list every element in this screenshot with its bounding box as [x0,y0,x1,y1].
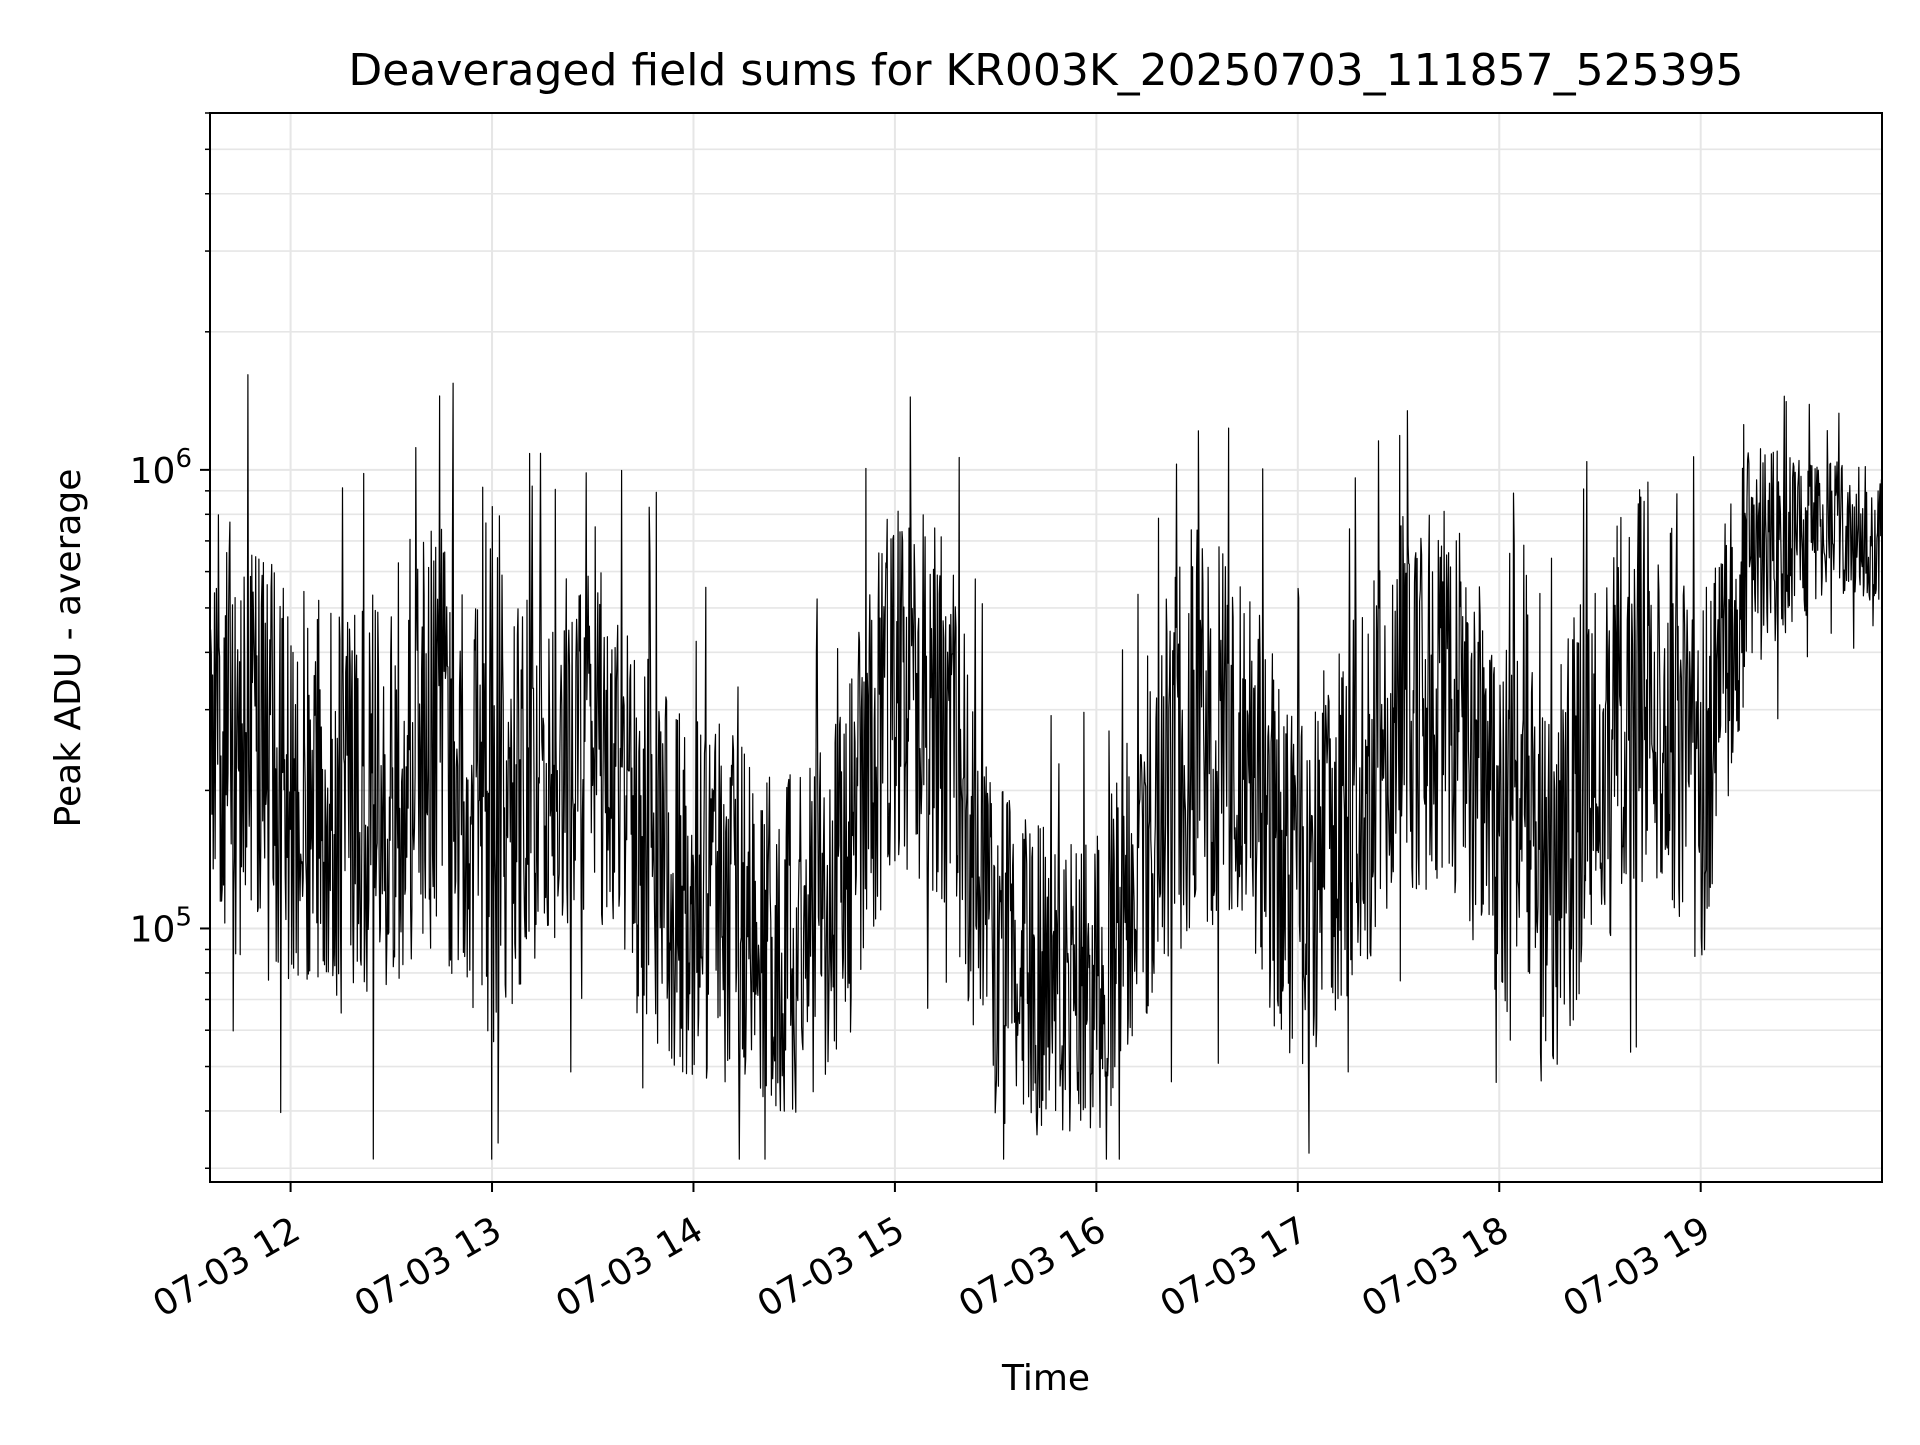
plot-frame [209,112,1883,1183]
chart-title: Deaveraged field sums for KR003K_2025070… [348,45,1743,96]
y-tick-label: 106 [130,444,192,492]
series-line-0 [209,374,1883,1160]
y-tick-label: 105 [130,902,192,950]
y-axis-label: Peak ADU - average [48,469,89,828]
series-layer [209,374,1883,1160]
x-axis-label: Time [1001,1358,1090,1399]
